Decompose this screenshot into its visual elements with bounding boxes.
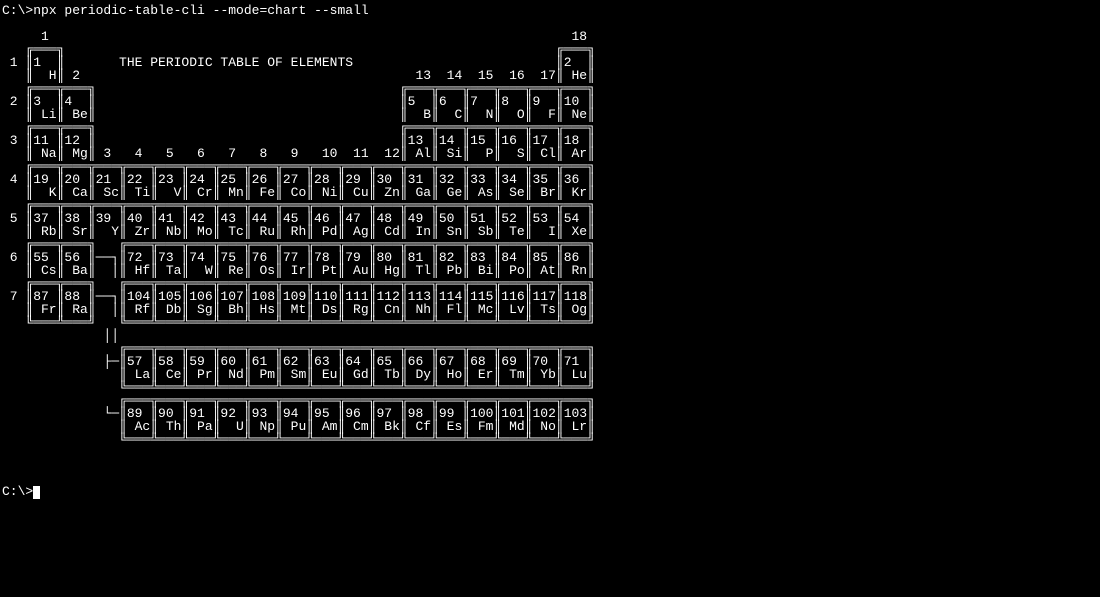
command-text: npx periodic-table-cli --mode=chart --sm… xyxy=(33,3,368,18)
cursor xyxy=(33,486,40,499)
prompt: C:\> xyxy=(2,3,33,18)
periodic-table-chart: 1 18 ╔═══╗ ╔═══╗ 1 ║1 ║ THE PERIODIC TAB… xyxy=(2,29,595,447)
terminal-window[interactable]: C:\>npx periodic-table-cli --mode=chart … xyxy=(0,0,1100,503)
prompt: C:\> xyxy=(2,484,33,499)
